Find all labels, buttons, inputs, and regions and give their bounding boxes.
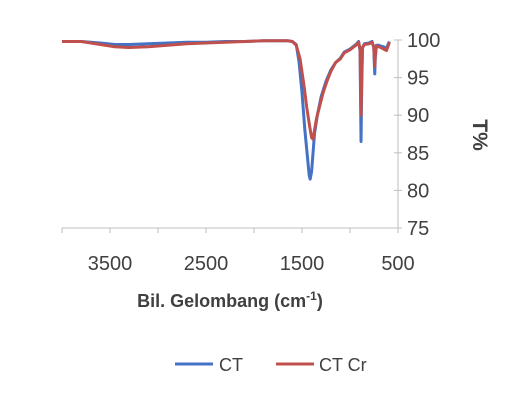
plot-series	[62, 39, 391, 181]
x-tick-marks	[61, 228, 399, 233]
legend-label-ct: CT	[219, 355, 243, 375]
y-tick-label: 95	[407, 68, 429, 90]
legend-label-ct-cr: CT Cr	[319, 355, 367, 375]
x-tick-label: 500	[381, 253, 414, 275]
y-tick-labels: 75 80 85 90 95 100	[407, 30, 440, 240]
y-tick-label: 85	[407, 143, 429, 165]
x-tick-label: 3500	[88, 253, 133, 275]
y-axis-title: T%	[468, 119, 491, 151]
x-tick-label: 2500	[184, 253, 229, 275]
y-tick-label: 100	[407, 30, 440, 52]
legend: CT CT Cr	[175, 355, 367, 375]
y-tick-label: 75	[407, 218, 429, 240]
x-axis-title: Bil. Gelombang (cm-1)	[137, 289, 323, 311]
x-tick-labels: 3500 2500 1500 500	[88, 253, 415, 275]
y-tick-label: 90	[407, 105, 429, 127]
series-line-ct-cr	[62, 39, 391, 141]
y-tick-label: 80	[407, 180, 429, 202]
x-tick-label: 1500	[280, 253, 325, 275]
series-line-ct	[62, 39, 391, 181]
